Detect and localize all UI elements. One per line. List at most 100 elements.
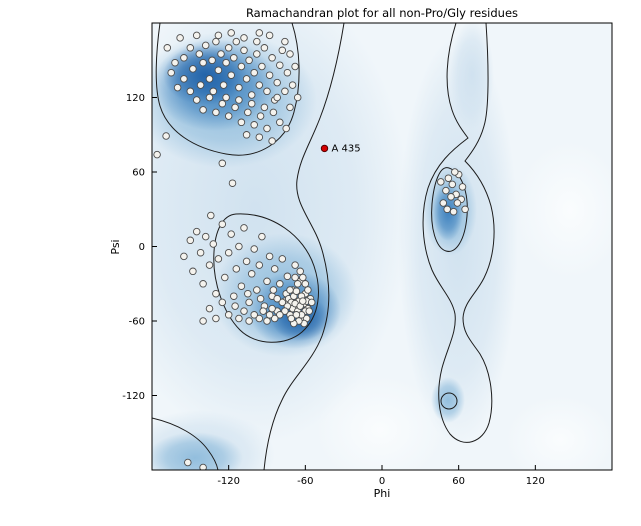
residue-point xyxy=(232,37,241,46)
residue-point xyxy=(192,96,201,104)
x-tick-label: 60 xyxy=(452,476,465,487)
residue-point xyxy=(437,178,445,186)
chart-title: Ramachandran plot for all non-Pro/Gly re… xyxy=(246,6,518,20)
residue-point xyxy=(205,304,214,313)
residue-point xyxy=(293,280,302,288)
residue-point xyxy=(263,317,271,325)
residue-point xyxy=(230,292,238,300)
residue-point xyxy=(196,81,205,89)
residue-point xyxy=(263,87,271,96)
residue-point xyxy=(255,314,264,323)
residue-point xyxy=(224,44,233,52)
residue-point xyxy=(273,93,281,102)
residue-point xyxy=(221,273,229,282)
residue-point xyxy=(304,286,312,294)
residue-point xyxy=(217,50,225,58)
residue-point xyxy=(180,54,188,62)
residue-point xyxy=(201,41,210,50)
axis-ticks: -120 -60 0 60 120 120 60 0 -60 -120 xyxy=(122,93,545,487)
residue-point xyxy=(281,307,289,315)
residue-point xyxy=(276,280,284,288)
residue-point xyxy=(291,273,299,282)
residue-point xyxy=(186,87,195,96)
residue-point xyxy=(162,132,170,140)
residue-point xyxy=(245,317,253,325)
residue-point xyxy=(224,248,233,257)
y-tick-label: 60 xyxy=(132,168,145,179)
x-tick-label: 0 xyxy=(379,476,385,487)
residue-point xyxy=(451,168,459,176)
contour-alpha-inner xyxy=(213,213,319,343)
residue-point xyxy=(258,232,266,241)
residue-point xyxy=(212,289,220,298)
residue-point xyxy=(247,270,256,278)
residue-point xyxy=(214,66,223,74)
residue-point xyxy=(196,248,205,257)
x-tick-label: -60 xyxy=(297,476,313,487)
residue-point xyxy=(443,205,451,214)
residue-point xyxy=(180,252,188,261)
residue-point xyxy=(235,96,243,104)
residue-point xyxy=(212,37,220,46)
residue-point xyxy=(255,29,264,37)
y-tick-label: -60 xyxy=(129,317,145,328)
highlighted-residue-annotation: A 435 xyxy=(320,143,361,154)
residue-point xyxy=(192,227,201,236)
highlighted-residue-point xyxy=(320,144,329,153)
residue-point xyxy=(276,118,284,127)
residue-point xyxy=(235,83,243,92)
residue-point xyxy=(253,286,261,294)
residue-points xyxy=(153,29,469,470)
residue-point xyxy=(263,124,271,133)
residue-point xyxy=(286,286,294,294)
y-tick-label: 0 xyxy=(139,242,145,253)
contour-lalpha-inner xyxy=(431,167,468,252)
residue-point xyxy=(212,314,220,323)
residue-point xyxy=(247,99,256,108)
residue-point xyxy=(231,302,239,310)
residue-point xyxy=(171,58,179,67)
density-map xyxy=(152,23,612,470)
residue-point xyxy=(293,93,302,102)
residue-point xyxy=(447,193,455,201)
residue-point xyxy=(265,71,274,79)
residue-point xyxy=(207,211,215,220)
residue-point xyxy=(218,298,227,307)
residue-point xyxy=(291,261,299,269)
residue-point xyxy=(250,68,258,77)
residue-point xyxy=(245,56,253,65)
residue-point xyxy=(255,81,264,89)
x-tick-label: 120 xyxy=(526,476,545,487)
residue-point xyxy=(307,298,316,307)
residue-point xyxy=(219,81,228,89)
residue-point xyxy=(209,240,218,248)
residue-point xyxy=(163,44,172,52)
residue-point xyxy=(287,314,296,323)
residue-point xyxy=(301,280,310,288)
highlighted-residue-label: A 435 xyxy=(332,143,361,154)
residue-point xyxy=(253,37,261,46)
residue-point xyxy=(218,220,227,228)
residue-point xyxy=(250,121,258,129)
x-tick-label: -120 xyxy=(217,476,240,487)
residue-point xyxy=(231,103,239,112)
residue-point xyxy=(250,311,258,319)
residue-point xyxy=(237,62,246,71)
residue-point xyxy=(255,133,264,141)
residue-point xyxy=(448,180,457,189)
residue-point xyxy=(282,124,290,133)
residue-point xyxy=(218,99,227,108)
residue-point xyxy=(259,307,267,315)
x-axis-label: Phi xyxy=(374,487,391,500)
residue-point xyxy=(265,31,274,40)
residue-point xyxy=(222,58,230,67)
y-tick-label: -120 xyxy=(122,391,145,402)
residue-point xyxy=(205,93,214,102)
residue-point xyxy=(276,61,284,69)
residue-point xyxy=(240,46,248,55)
residue-point xyxy=(242,75,251,83)
residue-point xyxy=(305,307,313,315)
residue-point xyxy=(228,179,237,187)
residue-point xyxy=(208,56,216,65)
